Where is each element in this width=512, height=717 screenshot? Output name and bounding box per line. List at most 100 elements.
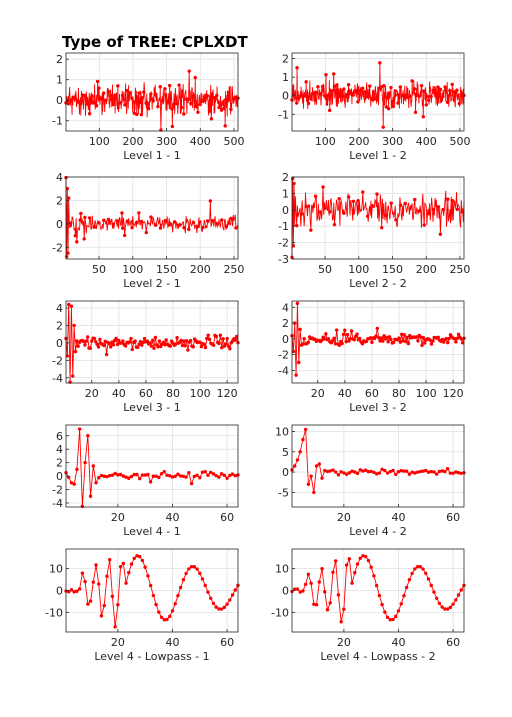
data-point bbox=[160, 99, 165, 103]
data-point bbox=[205, 336, 209, 341]
data-point bbox=[73, 349, 78, 354]
data-point bbox=[293, 464, 297, 468]
x-tick-label: 20 bbox=[85, 387, 99, 400]
data-point bbox=[214, 334, 219, 339]
data-point bbox=[151, 99, 155, 103]
data-point bbox=[339, 470, 343, 474]
data-point bbox=[130, 96, 134, 100]
data-point bbox=[443, 469, 447, 474]
data-point bbox=[344, 94, 348, 99]
series-markers bbox=[64, 554, 240, 629]
x-tick-label: 150 bbox=[382, 263, 403, 276]
data-point bbox=[153, 335, 158, 340]
x-tick-label: 20 bbox=[337, 511, 351, 524]
data-point bbox=[325, 469, 330, 474]
data-point bbox=[219, 607, 224, 611]
data-point bbox=[159, 472, 164, 476]
data-point bbox=[220, 345, 224, 350]
data-point bbox=[69, 98, 73, 103]
series-line bbox=[65, 428, 239, 507]
data-point bbox=[162, 469, 166, 474]
x-tick-label: 80 bbox=[392, 387, 406, 400]
axes-box bbox=[291, 300, 465, 384]
data-point bbox=[96, 345, 101, 349]
data-point bbox=[385, 615, 390, 619]
data-point bbox=[192, 565, 197, 569]
x-tick-label: 100 bbox=[315, 135, 336, 148]
data-point bbox=[75, 339, 79, 343]
data-point bbox=[179, 338, 183, 343]
data-point bbox=[206, 590, 210, 594]
data-point bbox=[324, 73, 328, 77]
x-tick-label: 200 bbox=[190, 263, 211, 276]
data-point bbox=[149, 215, 153, 219]
data-point bbox=[418, 335, 423, 339]
data-point bbox=[99, 614, 104, 618]
data-point bbox=[298, 327, 302, 332]
data-point bbox=[187, 69, 191, 73]
chart-panel-5: 20 40 60 80 100 120 -4 -2 0 2 4 Level 3 - 1 bbox=[52, 300, 240, 414]
data-point bbox=[226, 344, 231, 348]
data-point bbox=[207, 337, 212, 342]
data-point bbox=[211, 343, 216, 348]
data-point bbox=[391, 617, 395, 622]
data-point bbox=[353, 470, 357, 474]
data-point bbox=[331, 570, 335, 575]
data-point bbox=[77, 427, 82, 431]
chart-panel-9: 20 40 60 -10 0 10 Level 4 - Lowpass - 1 bbox=[45, 548, 240, 663]
data-point bbox=[234, 226, 238, 230]
data-point bbox=[67, 302, 71, 307]
series-markers bbox=[64, 302, 240, 384]
data-point bbox=[209, 596, 213, 600]
x-axis-label: Level 4 - Lowpass - 1 bbox=[94, 650, 209, 663]
data-point bbox=[385, 335, 389, 340]
data-point bbox=[158, 226, 163, 230]
data-point bbox=[162, 618, 166, 622]
series-line bbox=[65, 177, 239, 257]
data-point bbox=[206, 473, 210, 477]
data-point bbox=[331, 468, 335, 472]
data-point bbox=[107, 473, 112, 478]
x-axis-label: Level 3 - 2 bbox=[349, 401, 407, 414]
data-point bbox=[351, 199, 356, 204]
data-point bbox=[404, 585, 409, 590]
data-point bbox=[317, 580, 321, 584]
data-point bbox=[116, 473, 120, 477]
x-tick-label: 200 bbox=[416, 263, 437, 276]
data-point bbox=[187, 567, 191, 571]
data-point bbox=[366, 470, 371, 474]
data-point bbox=[198, 476, 202, 480]
data-point bbox=[417, 94, 421, 98]
data-point bbox=[186, 97, 191, 102]
data-point bbox=[323, 468, 327, 473]
data-point bbox=[404, 339, 408, 344]
data-point bbox=[454, 470, 458, 474]
data-point bbox=[107, 341, 112, 346]
data-point bbox=[118, 564, 123, 569]
data-point bbox=[158, 85, 162, 89]
data-point bbox=[424, 571, 428, 575]
y-tick-label: 2 bbox=[56, 457, 63, 470]
data-point bbox=[457, 101, 461, 106]
data-point bbox=[90, 94, 94, 98]
data-point bbox=[415, 470, 420, 474]
data-point bbox=[370, 203, 374, 208]
x-tick-label: 20 bbox=[111, 636, 125, 649]
x-axis-label: Level 4 - 2 bbox=[349, 525, 407, 538]
data-point bbox=[181, 474, 186, 478]
data-point bbox=[203, 98, 207, 102]
data-point bbox=[121, 561, 126, 566]
data-point bbox=[95, 79, 100, 84]
data-point bbox=[88, 599, 93, 603]
data-point bbox=[355, 562, 360, 566]
data-point bbox=[429, 342, 434, 346]
y-tick-label: 4 bbox=[56, 171, 63, 184]
data-point bbox=[375, 192, 379, 196]
y-tick-label: 2 bbox=[56, 319, 63, 332]
data-point bbox=[356, 198, 360, 203]
data-point bbox=[299, 212, 304, 216]
y-tick-label: 4 bbox=[56, 443, 63, 456]
data-point bbox=[375, 95, 379, 100]
data-point bbox=[107, 558, 112, 562]
data-point bbox=[203, 469, 207, 474]
